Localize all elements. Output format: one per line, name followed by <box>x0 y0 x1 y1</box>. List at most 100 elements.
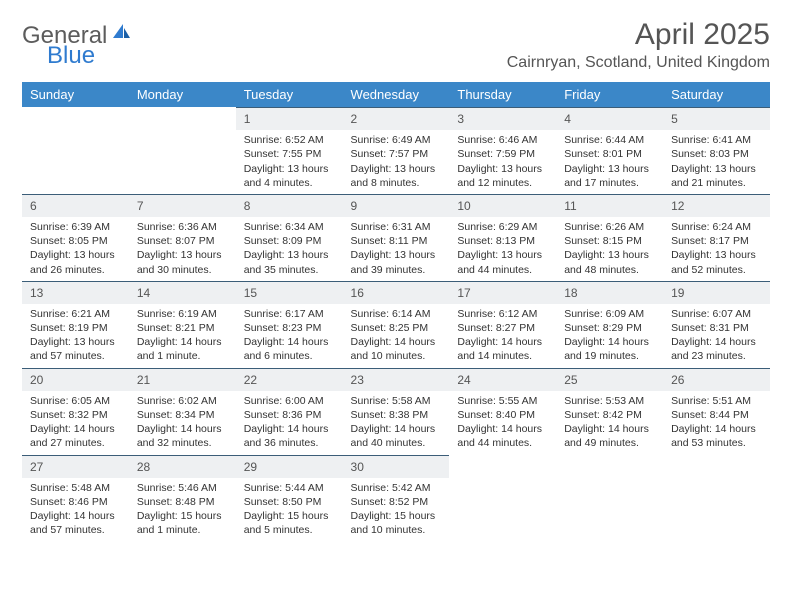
day-number: 24 <box>449 368 556 391</box>
day-number: 14 <box>129 281 236 304</box>
day-details: Sunrise: 6:46 AMSunset: 7:59 PMDaylight:… <box>449 130 556 194</box>
sunrise-text: Sunrise: 6:09 AM <box>564 307 655 321</box>
daylight-text: Daylight: 13 hours and 30 minutes. <box>137 248 228 276</box>
weekday-header: Saturday <box>663 82 770 107</box>
sunset-text: Sunset: 8:42 PM <box>564 408 655 422</box>
sunset-text: Sunset: 8:29 PM <box>564 321 655 335</box>
calendar-week-row: 20 Sunrise: 6:05 AMSunset: 8:32 PM Dayligh… <box>22 368 770 455</box>
day-details: Sunrise: 6:02 AMSunset: 8:34 PMDaylight:… <box>129 391 236 455</box>
day-details: Sunrise: 6:36 AMSunset: 8:07 PMDaylight:… <box>129 217 236 281</box>
daylight-text: Daylight: 13 hours and 17 minutes. <box>564 162 655 190</box>
calendar-week-row: 6Sunrise: 6:39 AMSunset: 8:05 PMDaylight… <box>22 194 770 281</box>
sunrise-text: Sunrise: 6:17 AM <box>244 307 335 321</box>
calendar-day-cell: 4Sunrise: 6:44 AMSunset: 8:01 PMDaylight… <box>556 107 663 194</box>
daylight-text: Daylight: 15 hours and 10 minutes. <box>351 509 442 537</box>
calendar-day-cell: 19Sunrise: 6:07 AMSunset: 8:31 PMDayligh… <box>663 281 770 368</box>
calendar-day-cell: 2Sunrise: 6:49 AMSunset: 7:57 PMDaylight… <box>343 107 450 194</box>
calendar-day-cell: 13Sunrise: 6:21 AMSunset: 8:19 PMDayligh… <box>22 281 129 368</box>
day-details: Sunrise: 6:21 AMSunset: 8:19 PMDaylight:… <box>22 304 129 368</box>
sunset-text: Sunset: 8:23 PM <box>244 321 335 335</box>
day-number: 26 <box>663 368 770 391</box>
calendar-day-cell <box>129 107 236 194</box>
sunrise-text: Sunrise: 6:00 AM <box>244 394 335 408</box>
day-details: Sunrise: 5:55 AMSunset: 8:40 PMDaylight:… <box>449 391 556 455</box>
day-details: Sunrise: 6:24 AMSunset: 8:17 PMDaylight:… <box>663 217 770 281</box>
daylight-text: Daylight: 13 hours and 4 minutes. <box>244 162 335 190</box>
sunset-text: Sunset: 8:48 PM <box>137 495 228 509</box>
weekday-header-row: Sunday Monday Tuesday Wednesday Thursday… <box>22 82 770 107</box>
sunset-text: Sunset: 8:34 PM <box>137 408 228 422</box>
day-details: Sunrise: 6:19 AMSunset: 8:21 PMDaylight:… <box>129 304 236 368</box>
daylight-text: Daylight: 14 hours and 6 minutes. <box>244 335 335 363</box>
calendar-week-row: 1Sunrise: 6:52 AMSunset: 7:55 PMDaylight… <box>22 107 770 194</box>
sunset-text: Sunset: 8:15 PM <box>564 234 655 248</box>
day-details: Sunrise: 5:42 AMSunset: 8:52 PMDaylight:… <box>343 478 450 542</box>
day-number: 25 <box>556 368 663 391</box>
calendar-day-cell: 25Sunrise: 5:53 AMSunset: 8:42 PMDayligh… <box>556 368 663 455</box>
day-details: Sunrise: 6:26 AMSunset: 8:15 PMDaylight:… <box>556 217 663 281</box>
day-number: 20 <box>22 368 129 391</box>
sunset-text: Sunset: 8:31 PM <box>671 321 762 335</box>
sunset-text: Sunset: 8:46 PM <box>30 495 121 509</box>
daylight-text: Daylight: 13 hours and 52 minutes. <box>671 248 762 276</box>
calendar-day-cell: 6Sunrise: 6:39 AMSunset: 8:05 PMDaylight… <box>22 194 129 281</box>
day-details: Sunrise: 6:31 AMSunset: 8:11 PMDaylight:… <box>343 217 450 281</box>
sunset-text: Sunset: 7:59 PM <box>457 147 548 161</box>
daylight-text: Daylight: 13 hours and 12 minutes. <box>457 162 548 190</box>
sunset-text: Sunset: 8:27 PM <box>457 321 548 335</box>
day-number: 12 <box>663 194 770 217</box>
sunset-text: Sunset: 8:21 PM <box>137 321 228 335</box>
sunrise-text: Sunrise: 6:02 AM <box>137 394 228 408</box>
daylight-text: Daylight: 13 hours and 57 minutes. <box>30 335 121 363</box>
logo-sail-icon <box>111 22 131 45</box>
daylight-text: Daylight: 13 hours and 44 minutes. <box>457 248 548 276</box>
sunrise-text: Sunrise: 5:42 AM <box>351 481 442 495</box>
day-number: 21 <box>129 368 236 391</box>
logo-text-blue: Blue <box>47 42 95 70</box>
calendar-day-cell: 8Sunrise: 6:34 AMSunset: 8:09 PMDaylight… <box>236 194 343 281</box>
calendar-day-cell: 22Sunrise: 6:00 AMSunset: 8:36 PMDayligh… <box>236 368 343 455</box>
calendar-day-cell: 28Sunrise: 5:46 AMSunset: 8:48 PMDayligh… <box>129 455 236 542</box>
daylight-text: Daylight: 13 hours and 21 minutes. <box>671 162 762 190</box>
sunset-text: Sunset: 8:32 PM <box>30 408 121 422</box>
daylight-text: Daylight: 14 hours and 10 minutes. <box>351 335 442 363</box>
day-number: 23 <box>343 368 450 391</box>
calendar-day-cell <box>22 107 129 194</box>
sunrise-text: Sunrise: 6:07 AM <box>671 307 762 321</box>
sunrise-text: Sunrise: 6:14 AM <box>351 307 442 321</box>
weekday-header: Sunday <box>22 82 129 107</box>
day-number: 18 <box>556 281 663 304</box>
calendar-day-cell: 9Sunrise: 6:31 AMSunset: 8:11 PMDaylight… <box>343 194 450 281</box>
daylight-text: Daylight: 14 hours and 19 minutes. <box>564 335 655 363</box>
sunrise-text: Sunrise: 6:26 AM <box>564 220 655 234</box>
title-block: April 2025 Cairnryan, Scotland, United K… <box>507 18 770 72</box>
daylight-text: Daylight: 15 hours and 5 minutes. <box>244 509 335 537</box>
daylight-text: Daylight: 13 hours and 8 minutes. <box>351 162 442 190</box>
calendar-day-cell: 14Sunrise: 6:19 AMSunset: 8:21 PMDayligh… <box>129 281 236 368</box>
day-details: Sunrise: 6:49 AMSunset: 7:57 PMDaylight:… <box>343 130 450 194</box>
day-details: Sunrise: 6:00 AMSunset: 8:36 PMDaylight:… <box>236 391 343 455</box>
sunset-text: Sunset: 7:55 PM <box>244 147 335 161</box>
daylight-text: Daylight: 13 hours and 26 minutes. <box>30 248 121 276</box>
sunrise-text: Sunrise: 6:46 AM <box>457 133 548 147</box>
sunset-text: Sunset: 8:07 PM <box>137 234 228 248</box>
day-number: 9 <box>343 194 450 217</box>
day-details: Sunrise: 6:34 AMSunset: 8:09 PMDaylight:… <box>236 217 343 281</box>
day-details: Sunrise: 6:17 AMSunset: 8:23 PMDaylight:… <box>236 304 343 368</box>
sunrise-text: Sunrise: 6:05 AM <box>30 394 121 408</box>
day-number: 17 <box>449 281 556 304</box>
day-details: Sunrise: 6:44 AMSunset: 8:01 PMDaylight:… <box>556 130 663 194</box>
day-number: 13 <box>22 281 129 304</box>
calendar-day-cell: 30Sunrise: 5:42 AMSunset: 8:52 PMDayligh… <box>343 455 450 542</box>
calendar-day-cell: 21Sunrise: 6:02 AMSunset: 8:34 PMDayligh… <box>129 368 236 455</box>
daylight-text: Daylight: 14 hours and 36 minutes. <box>244 422 335 450</box>
calendar-day-cell: 18 Sunrise: 6:09 AMSunset: 8:29 PMDayligh… <box>556 281 663 368</box>
day-number: 11 <box>556 194 663 217</box>
day-details: Sunrise: 6:07 AMSunset: 8:31 PMDaylight:… <box>663 304 770 368</box>
sunrise-text: Sunrise: 6:19 AM <box>137 307 228 321</box>
day-number: 27 <box>22 455 129 478</box>
calendar-day-cell: 5Sunrise: 6:41 AMSunset: 8:03 PMDaylight… <box>663 107 770 194</box>
sunset-text: Sunset: 8:11 PM <box>351 234 442 248</box>
calendar-day-cell: 7Sunrise: 6:36 AMSunset: 8:07 PMDaylight… <box>129 194 236 281</box>
day-details: Sunrise: 5:46 AMSunset: 8:48 PMDaylight:… <box>129 478 236 542</box>
